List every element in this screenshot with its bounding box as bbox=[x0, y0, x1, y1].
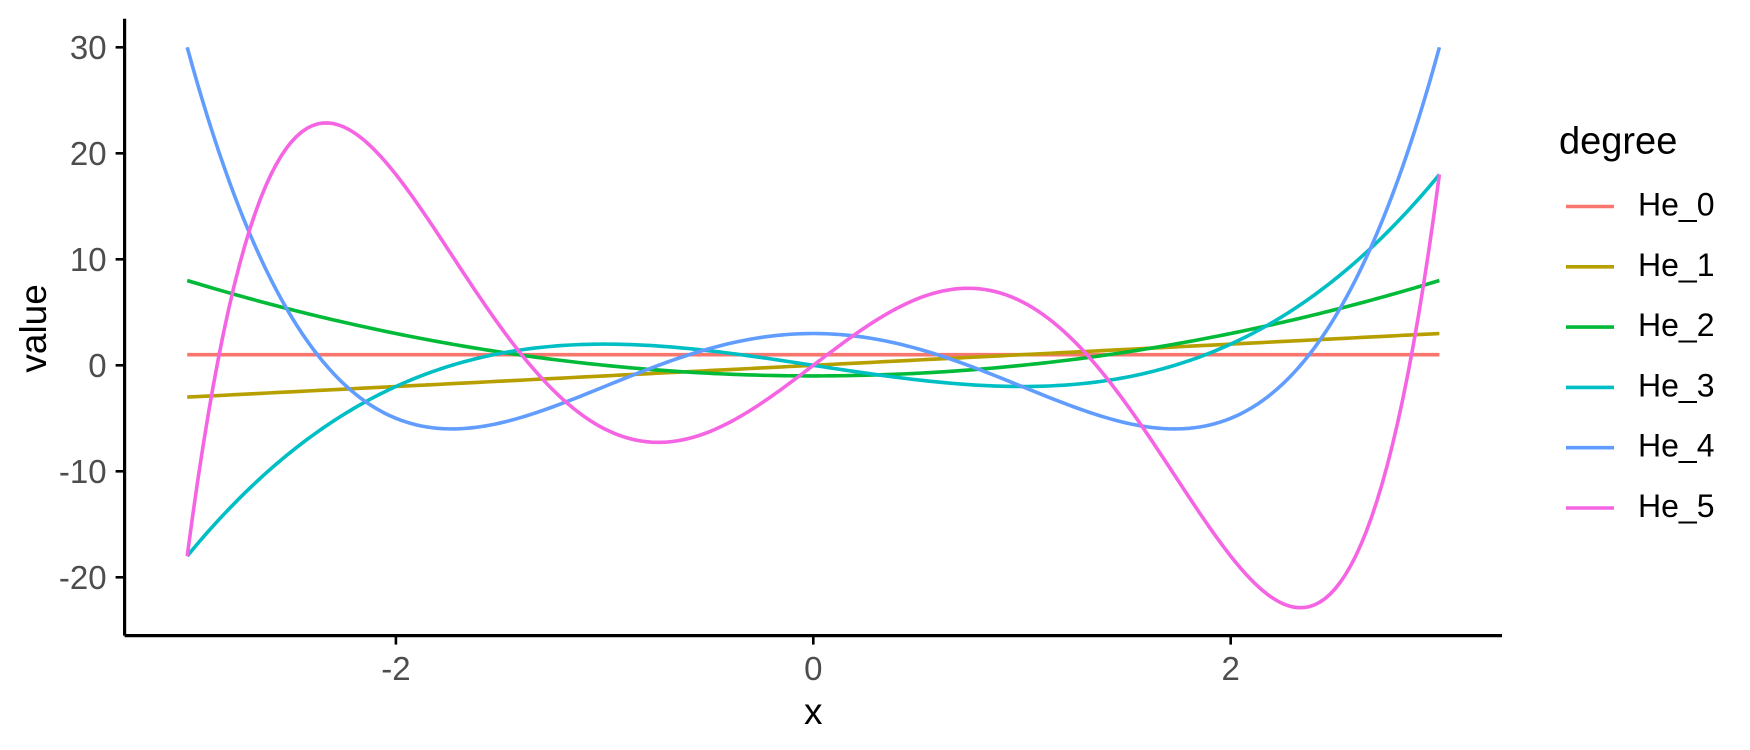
svg-text:0: 0 bbox=[804, 650, 822, 687]
svg-text:He_3: He_3 bbox=[1638, 367, 1715, 403]
svg-text:He_5: He_5 bbox=[1638, 488, 1715, 524]
svg-text:He_1: He_1 bbox=[1638, 247, 1715, 283]
svg-text:2: 2 bbox=[1222, 650, 1240, 687]
svg-text:-2: -2 bbox=[381, 650, 410, 687]
svg-text:value: value bbox=[13, 284, 54, 372]
svg-text:30: 30 bbox=[70, 29, 107, 66]
svg-text:He_2: He_2 bbox=[1638, 307, 1715, 343]
svg-text:He_4: He_4 bbox=[1638, 428, 1715, 464]
svg-text:20: 20 bbox=[70, 135, 107, 172]
svg-text:-20: -20 bbox=[59, 559, 107, 596]
svg-text:0: 0 bbox=[88, 347, 106, 384]
svg-text:degree: degree bbox=[1559, 121, 1677, 163]
svg-text:-10: -10 bbox=[59, 453, 107, 490]
svg-text:He_0: He_0 bbox=[1638, 187, 1715, 223]
svg-text:x: x bbox=[804, 691, 823, 732]
svg-text:10: 10 bbox=[70, 241, 107, 278]
